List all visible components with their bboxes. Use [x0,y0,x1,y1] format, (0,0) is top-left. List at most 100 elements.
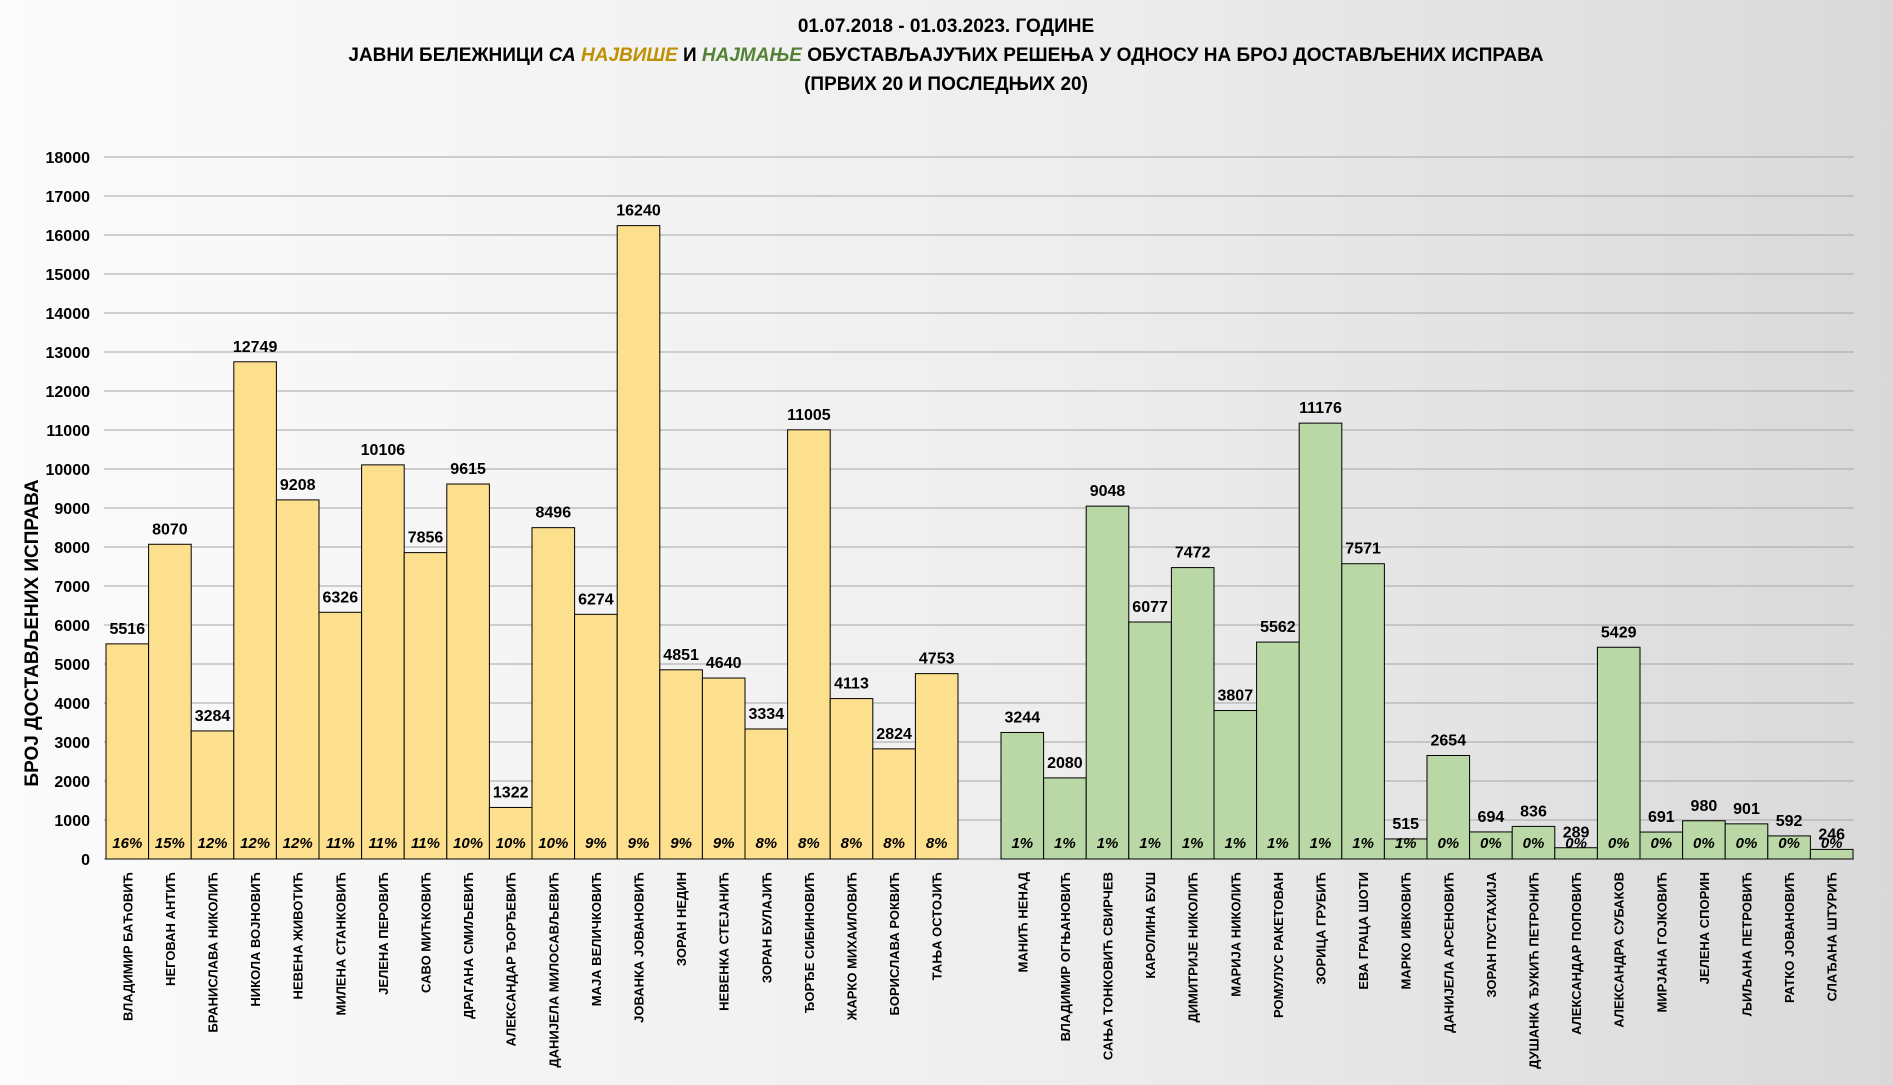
percent-label: 9% [713,835,735,852]
value-label: 5516 [110,621,146,638]
percent-label: 1% [1097,835,1119,852]
category-label: ЗОРАН ПУСТАХИЈА [1484,871,1499,997]
category-label: АЛЕКСАНДАР ЂОРЂЕВИЋ [504,872,519,1046]
value-label: 6326 [323,589,359,606]
category-label: НЕВЕНА ЖИВОТИЋ [291,872,306,999]
category-label: ДУШАНКА ЂУКИЋ ПЕТРОНИЋ [1527,872,1542,1069]
value-label: 7856 [408,530,444,547]
percent-label: 0% [1523,835,1545,852]
percent-label: 0% [1565,835,1587,852]
value-label: 3284 [195,708,231,725]
percent-label: 0% [1778,835,1800,852]
value-label: 11176 [1299,400,1342,417]
bar [1596,646,1641,860]
category-label: ЉИЉАНА ПЕТРОВИЋ [1740,872,1755,1016]
value-label: 7472 [1175,545,1211,562]
percent-label: 9% [628,835,650,852]
category-label: РОМУЛУС РАКЕТОВАН [1271,872,1286,1018]
category-label: ЈОВАНКА ЈОВАНОВИЋ [632,872,647,1023]
y-tick-label: 16000 [46,228,91,245]
y-tick-label: 6000 [54,618,90,635]
category-label: ЗОРИЦА ГРУБИЋ [1314,872,1329,985]
category-label: САВО МИЋКОВИЋ [419,872,434,993]
percent-label: 8% [841,835,863,852]
y-tick-labels: 0 1000 2000 3000 4000 5000 6000 7000 8000 9000 100… [46,150,91,869]
bar [1809,848,1854,860]
y-tick-label: 3000 [54,735,90,752]
value-label: 5429 [1601,624,1637,641]
percent-label: 9% [670,835,692,852]
bar [872,748,916,860]
percent-label: 10% [538,835,568,852]
category-label: НЕГОВАН АНТИЋ [163,872,178,986]
bar [1511,825,1556,860]
value-label: 289 [1563,825,1590,842]
bar [1469,831,1513,860]
value-label: 7571 [1345,541,1381,558]
y-tick-label: 11000 [46,423,90,440]
percent-label: 8% [883,835,905,852]
bar [148,543,192,860]
value-label: 980 [1691,798,1718,815]
percent-label: 9% [585,835,607,852]
percent-label: 11% [326,835,355,852]
category-label: СЛАЂАНА ШТУРИЋ [1825,872,1840,1001]
title-part-highest: НАЈВИШЕ [581,45,679,66]
category-label: ЗОРАН НЕДИН [674,872,689,966]
value-label: 4113 [834,676,869,693]
bar [1298,422,1343,860]
bar [318,611,363,860]
value-label: 592 [1776,813,1803,830]
category-label: ВЛАДИМИР ОГЊАНОВИЋ [1058,872,1073,1041]
category-label: МАРИЈА НИКОЛИЋ [1228,872,1243,997]
y-tick-label: 5000 [54,657,90,674]
value-label: 10106 [361,442,406,459]
bar [1085,505,1130,860]
category-label: ЂОРЂЕ СИБИНОВИЋ [802,872,817,1013]
value-label: 8496 [536,505,572,522]
bar [1256,641,1300,860]
bar [275,499,320,860]
bar [1000,731,1045,860]
bar [1213,710,1258,860]
percent-label: 10% [496,835,526,852]
category-label: БРАНИСЛАВА НИКОЛИЋ [206,872,221,1033]
y-tick-label: 9000 [54,501,90,518]
value-label: 2654 [1431,732,1467,749]
chart-title-line3: (ПРВИХ 20 И ПОСЛЕДЊИХ 20) [804,74,1088,95]
percent-label: 15% [155,835,185,852]
percent-label: 8% [798,835,820,852]
category-label: ДИМИТРИЈЕ НИКОЛИЋ [1186,872,1201,1023]
percent-label: 8% [755,835,777,852]
y-tick-label: 15000 [46,267,91,284]
title-part-b: СА [549,45,581,66]
bar [361,464,405,860]
bar [829,698,874,860]
value-label: 836 [1520,803,1547,820]
value-label: 9208 [280,477,316,494]
percent-label: 1% [1352,835,1374,852]
bar [1341,563,1385,860]
y-tick-label: 17000 [46,189,91,206]
category-label: ТАЊА ОСТОЈИЋ [930,872,945,980]
value-label: 2824 [876,726,912,743]
category-label: ВЛАДИМИР БАЋОВИЋ [120,872,135,1021]
percent-label: 1% [1011,835,1033,852]
category-label: ДРАГАНА СМИЉЕВИЋ [461,872,476,1019]
y-axis-label: БРОЈ ДОСТАВЉЕНИХ ИСПРАВА [22,479,43,786]
bar [701,677,746,860]
chart-title-line2: ЈАВНИ БЕЛЕЖНИЦИ СА НАЈВИШЕ И НАЈМАЊЕ ОБУ… [348,45,1544,66]
value-label: 9048 [1090,483,1126,500]
value-label: 901 [1733,801,1760,818]
data-labels: 5516 16% 8070 15% 3284 12% 12749 12% 9208 12% 6326… [110,203,1846,852]
value-label: 3334 [749,706,785,723]
value-label: 12749 [233,339,278,356]
bar [1043,777,1087,860]
y-tick-label: 18000 [46,150,91,167]
bar [403,552,448,860]
y-tick-label: 0 [81,852,90,869]
percent-label: 1% [1224,835,1246,852]
percent-label: 1% [1310,835,1332,852]
title-part-lowest: НАЈМАЊЕ [702,45,803,66]
